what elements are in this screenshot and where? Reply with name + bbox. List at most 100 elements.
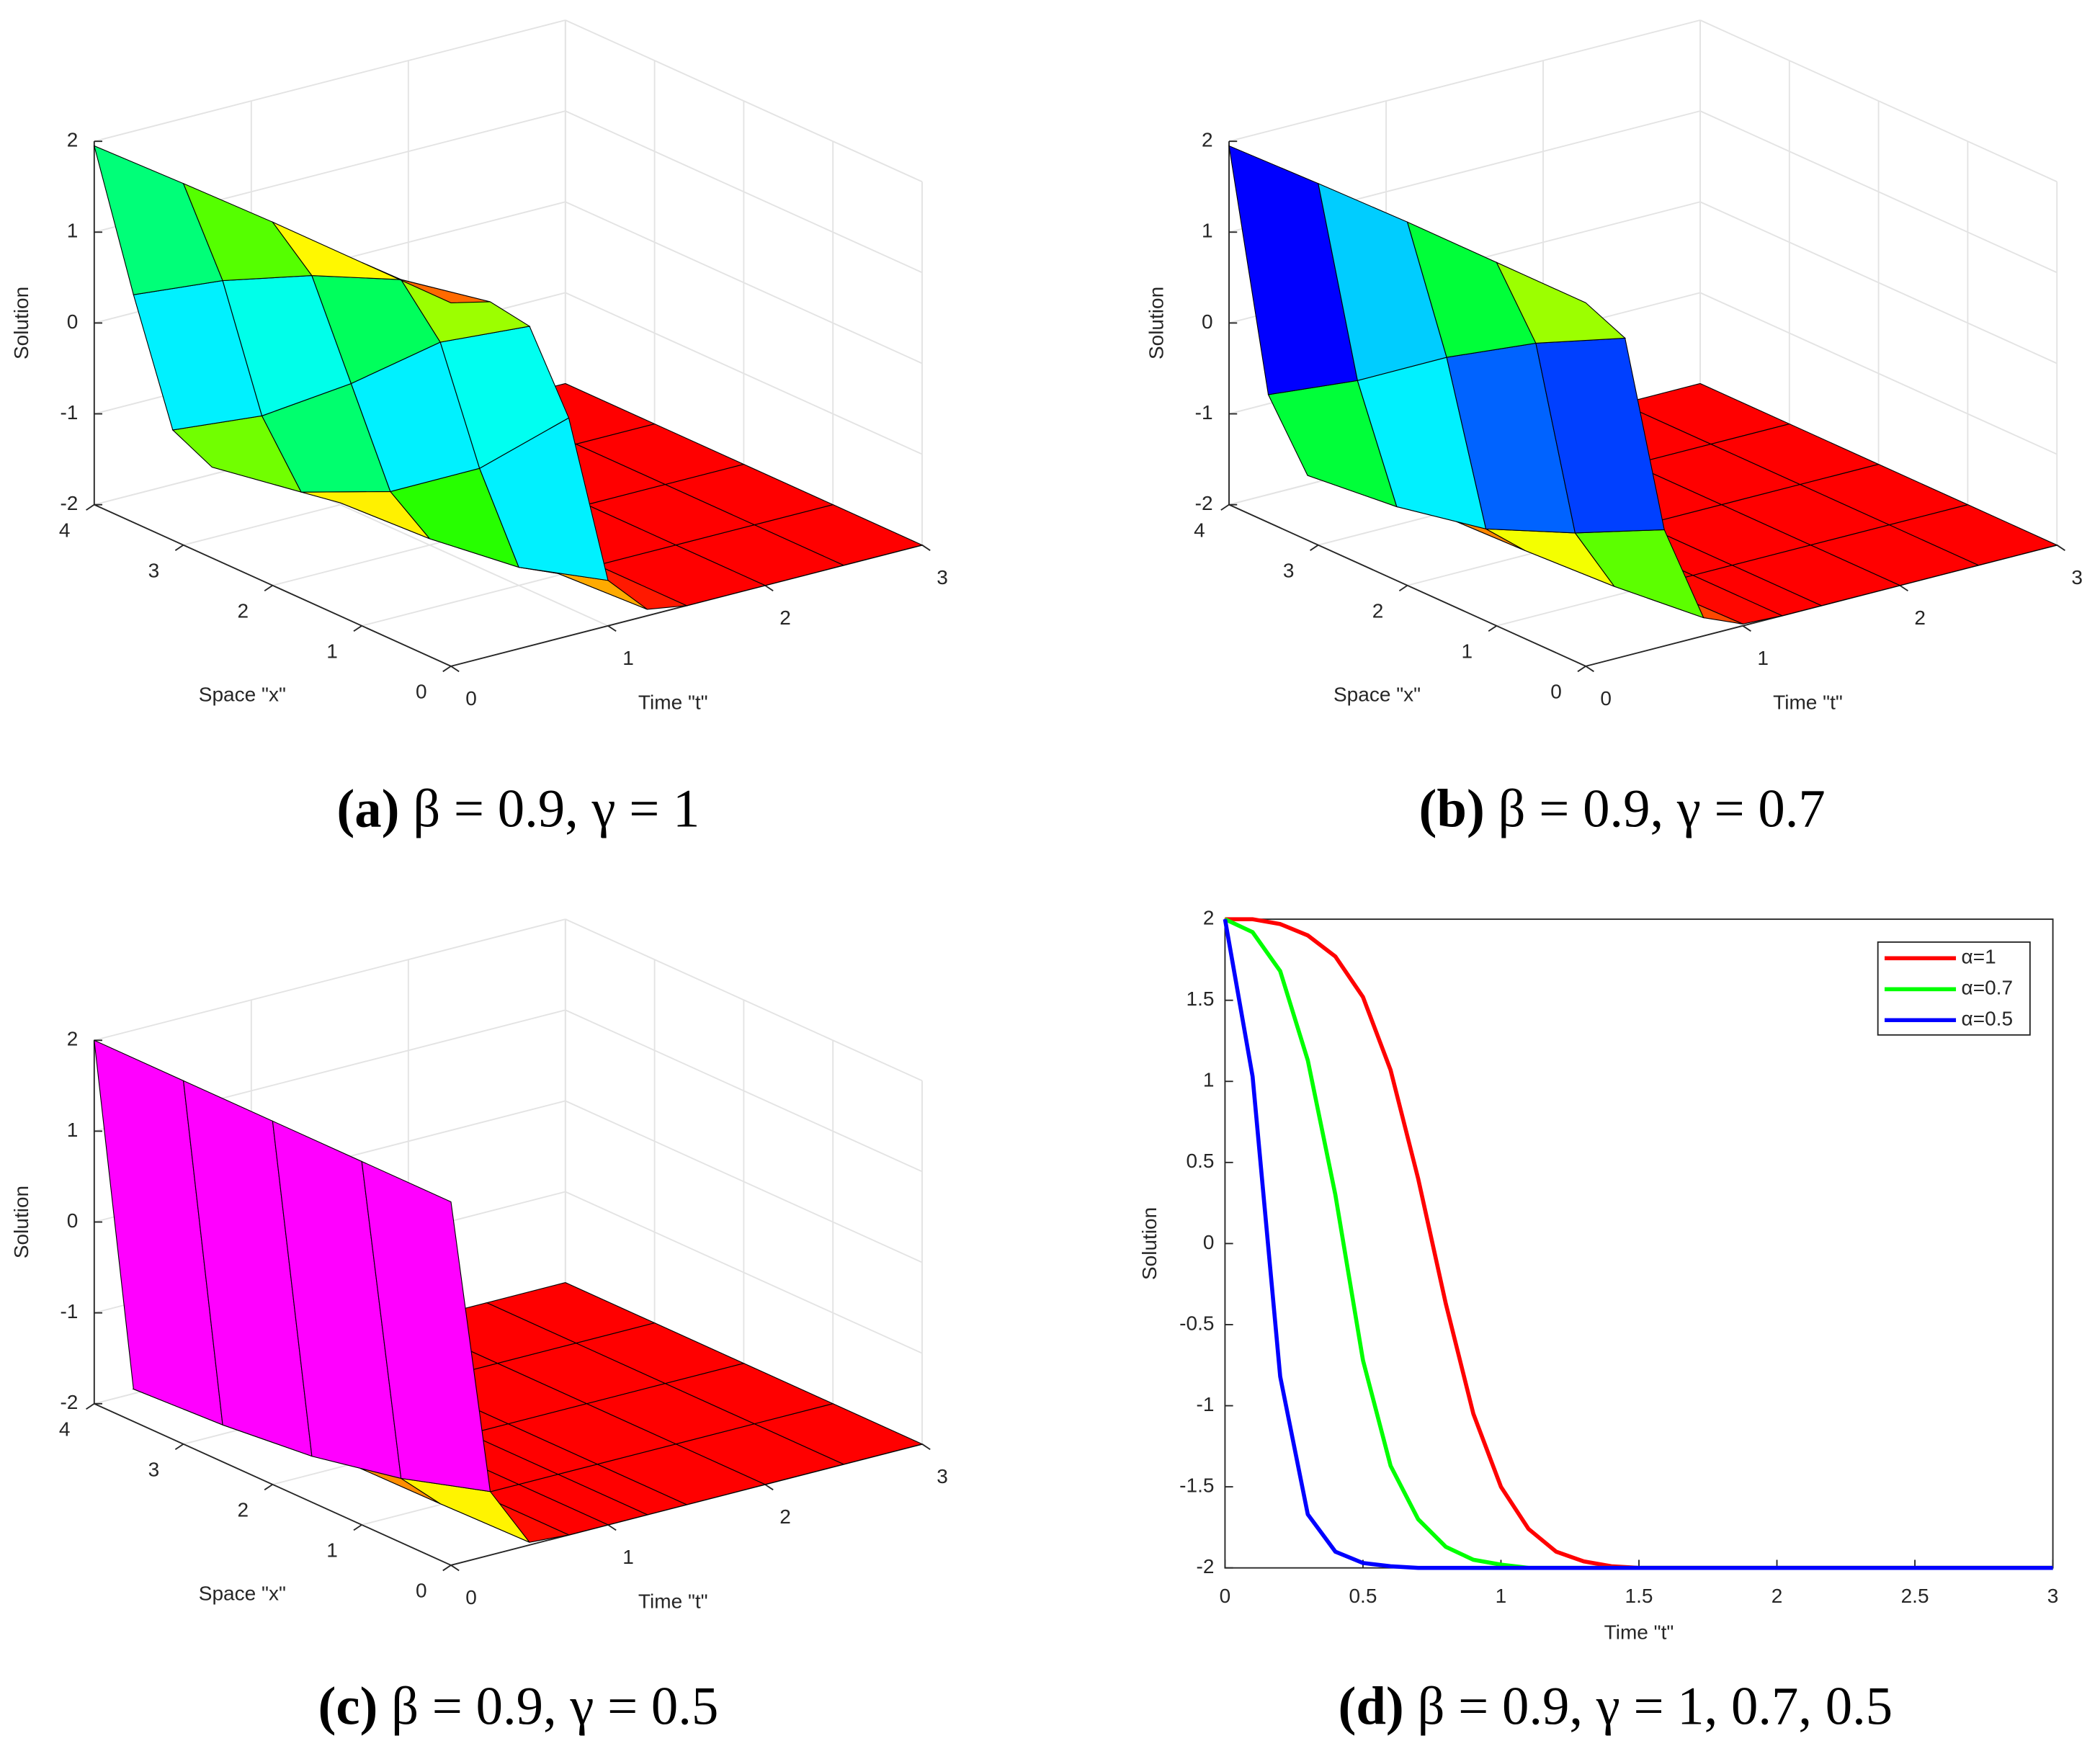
y-tick-label: -1 (1197, 1393, 1215, 1415)
tick-mark (442, 1565, 452, 1572)
tick-mark (1577, 666, 1586, 673)
y-axis-title: Solution (1138, 1207, 1161, 1280)
tick-mark (921, 544, 931, 551)
tick-mark (2056, 544, 2065, 551)
z-tick-label: -2 (60, 492, 78, 514)
x-tick-label: 2 (1771, 1585, 1783, 1607)
z-tick-label: 1 (1202, 220, 1213, 242)
legend-label: α=1 (1962, 946, 1996, 968)
line-series (1223, 918, 2053, 1570)
tick-mark (264, 1484, 273, 1491)
y-tick-label: 2 (1203, 907, 1215, 929)
tick-mark (1742, 625, 1751, 632)
y-tick-label: 2 (1372, 600, 1384, 622)
x-axis-title: Time "t" (638, 691, 708, 714)
grid-line (94, 19, 566, 143)
grid-line (1228, 19, 1701, 143)
caption: (d) β = 0.9, γ = 1, 0.7, 0.5 (1338, 1677, 1893, 1737)
y-tick-label: 4 (59, 1418, 71, 1441)
x-tick-label: 2 (1914, 607, 1926, 629)
caption-text: β = 0.9, γ = 1, 0.7, 0.5 (1417, 1677, 1893, 1737)
z-tick-label: -2 (60, 1391, 78, 1413)
y-tick-label: 0 (1550, 681, 1562, 703)
tick-mark (1398, 584, 1408, 592)
y-tick-label: 2 (237, 600, 249, 622)
y-tick-label: 0 (1203, 1231, 1215, 1253)
y-tick-label: 1 (1203, 1069, 1215, 1091)
y-tick-label: 0 (416, 681, 427, 703)
y-tick-label: 0 (416, 1580, 427, 1602)
tick-mark (174, 1444, 184, 1451)
tick-mark (1585, 666, 1594, 673)
x-tick-label: 1 (1757, 647, 1769, 669)
y-tick-label: 1.5 (1187, 988, 1215, 1010)
caption: (b) β = 0.9, γ = 0.7 (1419, 779, 1826, 839)
z-tick-label: -2 (1195, 492, 1213, 514)
tick-mark (764, 1484, 774, 1491)
tick-mark (450, 666, 460, 673)
y-tick-label: 1 (1461, 640, 1473, 663)
y-tick-label: 2 (237, 1499, 249, 1521)
caption: (a) β = 0.9, γ = 1 (336, 779, 700, 839)
y-tick-label: -1.5 (1179, 1474, 1214, 1497)
x-axis-title: Time "t" (1604, 1621, 1674, 1644)
z-tick-label: 1 (67, 1119, 79, 1141)
y-axis-title: Space "x" (199, 683, 286, 705)
y-tick-label: 3 (148, 1459, 160, 1481)
y-tick-label: 4 (59, 519, 71, 541)
y-tick-label: 1 (326, 1539, 338, 1562)
x-tick-label: 1 (622, 1546, 634, 1568)
y-tick-label: 4 (1194, 519, 1205, 541)
caption-label: (d) (1338, 1677, 1403, 1737)
tick-mark (174, 544, 184, 551)
y-tick-label: 0.5 (1187, 1150, 1215, 1172)
caption-text: β = 0.9, γ = 0.7 (1498, 779, 1826, 839)
tick-mark (353, 625, 362, 632)
tick-mark (607, 1524, 617, 1531)
x-tick-label: 2.5 (1901, 1585, 1929, 1607)
tick-mark (607, 625, 617, 632)
z-tick-label: 0 (1202, 310, 1213, 333)
x-tick-label: 0 (1600, 687, 1612, 710)
x-tick-label: 2 (779, 1505, 791, 1528)
z-tick-label: -1 (60, 1300, 78, 1322)
tick-mark (442, 666, 452, 673)
z-tick-label: 0 (67, 310, 79, 333)
surface-patch (361, 261, 491, 303)
tick-mark (764, 584, 774, 592)
z-axis-title: Solution (10, 1186, 32, 1258)
x-tick-label: 0 (1220, 1585, 1231, 1607)
legend-label: α=0.5 (1962, 1008, 2014, 1030)
y-tick-label: 1 (326, 640, 338, 663)
surface-patch (1496, 261, 1627, 344)
y-tick-label: 3 (1283, 559, 1295, 581)
y-tick-label: -0.5 (1179, 1312, 1214, 1334)
x-axis-title: Time "t" (1773, 691, 1843, 714)
z-axis-title: Solution (10, 287, 32, 359)
z-tick-label: 2 (67, 1028, 79, 1050)
tick-mark (450, 1565, 460, 1572)
z-tick-label: 2 (1202, 129, 1213, 151)
caption: (c) β = 0.9, γ = 0.5 (318, 1677, 718, 1737)
x-tick-label: 3 (937, 1465, 948, 1487)
z-tick-label: -1 (1195, 401, 1213, 424)
caption-label: (a) (336, 779, 399, 839)
caption-text: β = 0.9, γ = 0.5 (391, 1677, 718, 1737)
tick-mark (353, 1524, 362, 1531)
y-tick-label: 3 (148, 559, 160, 581)
z-tick-label: 1 (67, 220, 79, 242)
caption-text: β = 0.9, γ = 1 (413, 779, 700, 839)
tick-mark (1220, 503, 1230, 511)
x-tick-label: 1 (1496, 1585, 1507, 1607)
x-tick-label: 3 (937, 566, 948, 588)
z-axis-title: Solution (1145, 287, 1167, 359)
z-tick-label: -1 (60, 401, 78, 424)
tick-mark (1899, 584, 1908, 592)
y-axis-title: Space "x" (1333, 683, 1421, 705)
x-tick-label: 0.5 (1349, 1585, 1377, 1607)
x-tick-label: 3 (2071, 566, 2083, 588)
x-axis-title: Time "t" (638, 1590, 708, 1613)
x-tick-label: 1 (622, 647, 634, 669)
y-tick-label: -2 (1197, 1555, 1215, 1577)
